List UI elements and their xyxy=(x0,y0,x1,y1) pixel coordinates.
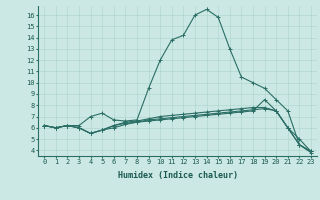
X-axis label: Humidex (Indice chaleur): Humidex (Indice chaleur) xyxy=(118,171,238,180)
